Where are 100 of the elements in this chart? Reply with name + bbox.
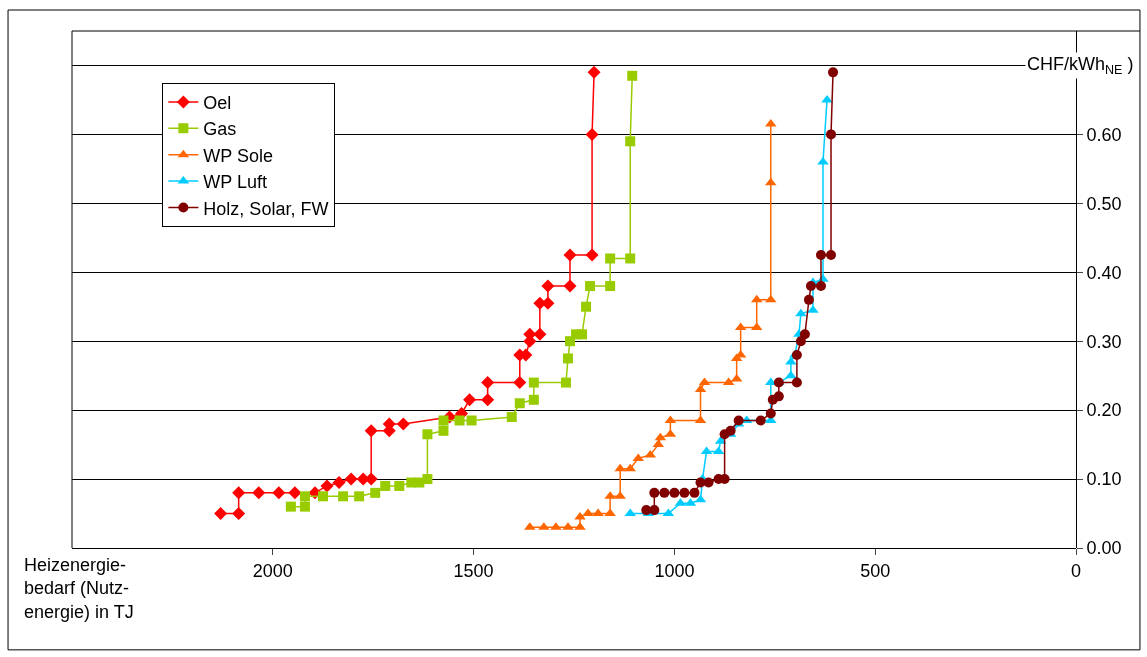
point <box>252 486 266 500</box>
y-tick-label: 0.20 <box>1086 400 1122 421</box>
point <box>795 308 807 317</box>
point <box>585 248 599 262</box>
y-tick-label: 0.50 <box>1086 193 1122 214</box>
point <box>725 425 736 436</box>
point <box>370 487 381 498</box>
point <box>803 294 814 305</box>
point <box>805 281 816 292</box>
y-tick-label: 0.00 <box>1086 538 1122 559</box>
point <box>514 398 525 409</box>
point <box>454 415 465 426</box>
point <box>765 177 777 186</box>
point <box>562 353 573 364</box>
point <box>689 487 700 498</box>
point <box>605 281 616 292</box>
point <box>318 491 328 502</box>
point <box>232 486 246 500</box>
point <box>272 486 286 500</box>
point <box>679 487 690 498</box>
point <box>703 477 714 488</box>
point <box>624 508 636 517</box>
point <box>438 425 449 436</box>
point <box>541 279 555 293</box>
point <box>560 377 571 388</box>
point <box>765 408 776 419</box>
point <box>773 391 784 402</box>
point <box>299 501 310 512</box>
point <box>438 415 449 426</box>
legend-label: Oel <box>203 92 232 113</box>
point <box>214 507 228 521</box>
point <box>649 505 660 516</box>
point <box>528 377 539 388</box>
point <box>396 417 410 431</box>
point <box>585 127 599 141</box>
point <box>815 250 826 261</box>
point <box>625 253 636 264</box>
point <box>826 250 837 261</box>
point <box>563 279 577 293</box>
point <box>785 370 797 379</box>
point <box>320 479 334 493</box>
point <box>394 480 405 491</box>
x-tick-label: 2000 <box>252 560 293 581</box>
point <box>533 327 547 341</box>
y-axis-title: CHF/kWh$_{NE}$ ) <box>1027 54 1134 77</box>
y-tick-label: 0.60 <box>1086 124 1122 145</box>
y-tick-label: 0.10 <box>1086 469 1122 490</box>
point <box>587 65 601 79</box>
x-tick-label: 500 <box>860 560 891 581</box>
point <box>344 472 358 486</box>
point <box>338 491 349 502</box>
point <box>659 487 670 498</box>
point <box>826 129 837 140</box>
point <box>627 70 638 81</box>
x-axis-title: Heizenergie- bedarf (Nutz- energie) in TJ <box>24 555 134 622</box>
point <box>625 136 636 147</box>
x-tick-label: 0 <box>1070 560 1082 581</box>
point <box>669 487 680 498</box>
point <box>541 296 555 310</box>
point <box>466 415 477 426</box>
point <box>513 376 527 390</box>
point <box>232 507 246 521</box>
y-tick-label: 0.30 <box>1086 331 1122 352</box>
x-tick-label: 1500 <box>453 560 494 581</box>
point <box>506 412 517 423</box>
point <box>815 281 826 292</box>
point <box>422 429 433 440</box>
point <box>585 281 596 292</box>
point <box>481 393 495 407</box>
legend-label: Holz, Solar, FW <box>203 198 329 219</box>
point <box>592 508 604 517</box>
point <box>332 476 346 490</box>
point <box>755 415 766 426</box>
point <box>364 424 378 438</box>
point <box>288 486 302 500</box>
legend-label: Gas <box>203 119 237 140</box>
legend-label: WP Luft <box>203 172 268 193</box>
point <box>765 294 777 303</box>
y-tick-label: 0.40 <box>1086 262 1122 283</box>
point <box>828 67 839 78</box>
point <box>582 508 594 517</box>
point <box>605 253 616 264</box>
point <box>624 463 636 472</box>
point <box>799 329 810 340</box>
point <box>791 377 802 388</box>
point <box>528 394 539 405</box>
point <box>649 487 660 498</box>
point <box>463 393 477 407</box>
point <box>581 301 592 312</box>
x-tick-label: 1000 <box>654 560 695 581</box>
legend-label: WP Sole <box>203 145 274 166</box>
point <box>604 508 616 517</box>
point <box>614 463 626 472</box>
point <box>354 491 365 502</box>
point <box>577 329 588 340</box>
point <box>380 480 391 491</box>
point <box>285 501 296 512</box>
point <box>481 376 495 390</box>
point <box>299 491 310 502</box>
point <box>422 474 433 485</box>
